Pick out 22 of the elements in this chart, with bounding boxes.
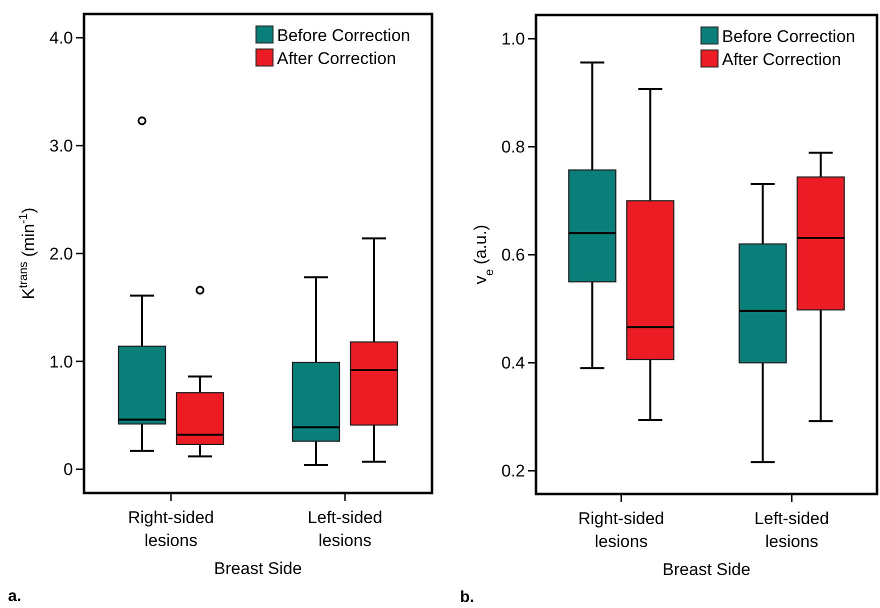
y-tick-label: 0.4 <box>501 354 525 373</box>
y-tick-label: 0.8 <box>501 138 525 157</box>
y-tick-label: 1.0 <box>49 352 73 372</box>
legend-label: Before Correction <box>277 26 410 45</box>
x-axis-title: Breast Side <box>214 559 302 578</box>
legend-label: After Correction <box>722 50 842 69</box>
legend-label: Before Correction <box>722 26 856 46</box>
y-tick-label: 0 <box>64 460 73 480</box>
x-tick-label: Left-sided lesions <box>754 509 830 551</box>
y-tick-label: 3.0 <box>49 136 73 156</box>
x-tick-label: Left-sided lesions <box>308 508 382 550</box>
text: b. <box>460 589 474 606</box>
y-tick-label: 0.6 <box>501 246 525 265</box>
x-axis-title: Breast Side <box>662 560 750 579</box>
text: a. <box>8 588 22 605</box>
y-tick-label: 2.0 <box>49 244 73 264</box>
y-tick-label: 0.2 <box>501 462 525 481</box>
y-tick-label: 4.0 <box>49 28 73 48</box>
x-tick-label: Right-sided lesions <box>128 508 214 550</box>
legend-label: After Correction <box>277 48 396 68</box>
y-tick-label: 1.0 <box>501 30 525 49</box>
x-tick-label: Right-sided lesions <box>578 509 664 551</box>
